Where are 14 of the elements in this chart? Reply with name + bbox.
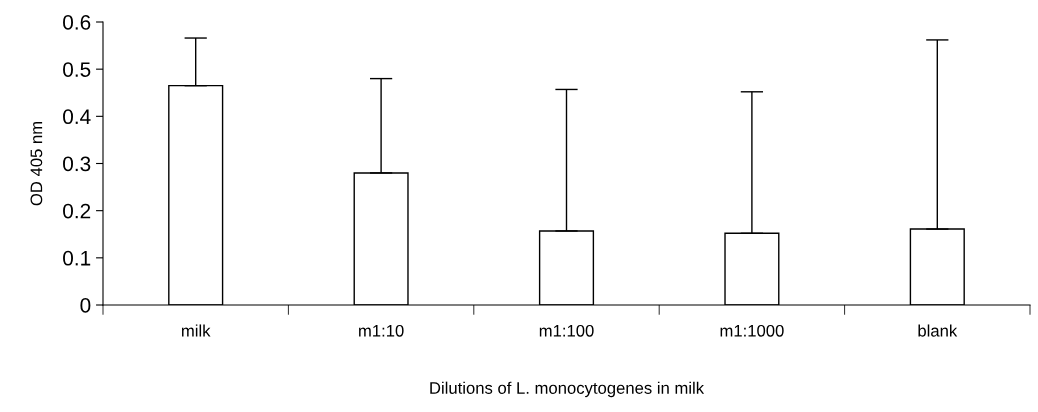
y-tick-label: 0.5 <box>63 62 91 77</box>
x-tick-label: m1:10 <box>359 324 404 337</box>
y-tick-label: 0.2 <box>63 203 91 219</box>
x-tick-label: m1:1000 <box>720 324 784 337</box>
y-axis-title: OD 405 nm <box>30 121 43 206</box>
y-tick-label: 0.3 <box>63 156 91 172</box>
y-tick-label: 0.1 <box>63 250 91 266</box>
y-tick-label: 0.4 <box>63 109 91 125</box>
x-tick-label: blank <box>918 324 958 337</box>
y-tick-label: 0 <box>80 298 91 313</box>
y-tick-label: 0.6 <box>63 15 91 30</box>
x-axis-title: Dilutions of L. monocytogenes in milk <box>430 381 705 398</box>
x-tick-label: m1:100 <box>539 324 594 337</box>
x-tick-label: milk <box>182 324 211 337</box>
